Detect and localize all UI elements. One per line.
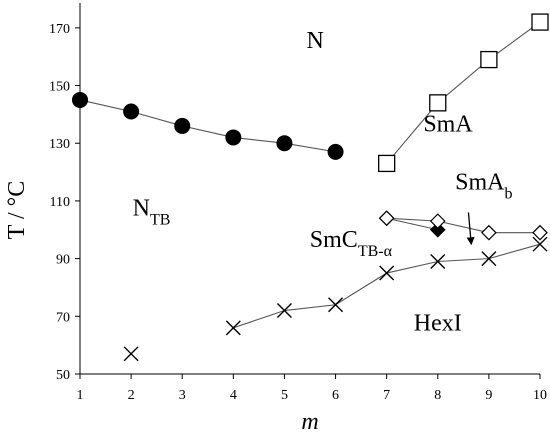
series-3-point	[481, 224, 497, 241]
x-tick-label: 9	[485, 388, 492, 403]
x-tick-label: 2	[128, 388, 135, 403]
x-tick-label: 7	[383, 388, 390, 403]
x-ticks: 1 2 3 4 5 6 7 8 9 10	[77, 374, 547, 403]
axes	[79, 3, 540, 375]
region-label: SmAb	[455, 169, 512, 202]
y-tick-label: 70	[56, 310, 70, 325]
x-tick-label: 4	[230, 388, 237, 403]
series-3-point	[532, 224, 548, 241]
series-4-point	[123, 346, 139, 362]
series-0-point	[276, 135, 293, 152]
series-1-line	[386, 21, 541, 164]
y-axis-title: T / °C	[4, 181, 30, 240]
smab-arrow	[466, 212, 475, 246]
series-5-point	[379, 265, 395, 281]
series-5-point	[532, 236, 548, 252]
series-3-line	[386, 217, 540, 234]
series-2-line	[386, 217, 438, 231]
series-0-point	[327, 143, 344, 160]
region-labels: N SmA NTB SmAb SmCTB-α HexI	[133, 28, 513, 337]
series-1-point	[531, 13, 549, 31]
x-tick-label: 6	[332, 388, 339, 403]
y-tick-label: 110	[50, 195, 70, 210]
y-tick-label: 130	[49, 137, 70, 152]
series-0-line	[79, 99, 336, 153]
series-1-point	[429, 94, 447, 112]
region-label: SmCTB-α	[310, 227, 393, 259]
region-label: N	[306, 28, 323, 54]
series-3-point	[378, 210, 395, 227]
y-ticks: 50 70 90 110 130 150 170	[49, 22, 80, 383]
series-5-point	[225, 320, 241, 336]
x-axis-title: m	[301, 409, 318, 435]
series-1-point	[378, 154, 396, 173]
series-markers	[72, 13, 549, 362]
region-label: SmA	[423, 112, 473, 138]
x-tick-label: 5	[281, 388, 288, 403]
y-tick-label: 170	[49, 22, 70, 37]
x-tick-label: 3	[179, 388, 186, 403]
series-5-point	[430, 254, 446, 269]
x-tick-label: 8	[434, 388, 441, 403]
x-tick-label: 1	[77, 388, 84, 403]
series-0-point	[123, 103, 140, 120]
region-label: HexI	[414, 311, 462, 337]
series-3-point	[429, 213, 446, 229]
x-tick-label: 10	[533, 388, 547, 403]
series-5-point	[481, 251, 497, 267]
series-5-point	[276, 303, 292, 319]
series-2-point	[429, 221, 446, 238]
y-tick-label: 150	[49, 80, 70, 95]
series-0-point	[225, 129, 242, 146]
series-5-point	[328, 297, 344, 313]
region-label: NTB	[133, 195, 171, 228]
series-1-point	[480, 50, 498, 69]
y-tick-label: 90	[56, 253, 70, 268]
series-0-point	[174, 117, 191, 134]
y-tick-label: 50	[56, 368, 70, 383]
series-0-point	[72, 91, 88, 108]
